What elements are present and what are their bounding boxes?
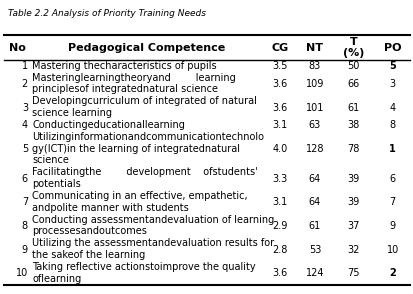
Text: Communicating in an effective, empathetic,
andpolite manner with students: Communicating in an effective, empatheti… — [32, 191, 247, 213]
Text: Utilizinginformationandcommunicationtechnolo
gy(ICT)in the learning of integrate: Utilizinginformationandcommunicationtech… — [32, 132, 263, 166]
Text: NT: NT — [306, 43, 323, 53]
Text: No: No — [9, 43, 26, 53]
Text: 109: 109 — [305, 79, 323, 89]
Text: 3.6: 3.6 — [272, 103, 287, 113]
Text: 3.1: 3.1 — [272, 121, 287, 131]
Text: 64: 64 — [308, 173, 320, 183]
Text: 83: 83 — [308, 61, 320, 71]
Text: Masteringlearningtheoryand        learning
principlesof integratednatural scienc: Masteringlearningtheoryand learning prin… — [32, 73, 235, 94]
Text: 128: 128 — [305, 144, 323, 154]
Text: Facilitatingthe        development    ofstudents'
potentials: Facilitatingthe development ofstudents' … — [32, 167, 257, 189]
Text: 5: 5 — [388, 61, 395, 71]
Text: 124: 124 — [305, 268, 323, 278]
Text: 3.5: 3.5 — [272, 61, 287, 71]
Text: Mastering thecharacteristics of pupils: Mastering thecharacteristics of pupils — [32, 61, 216, 71]
Text: 75: 75 — [347, 268, 359, 278]
Text: 4: 4 — [389, 103, 395, 113]
Text: Table 2.2 Analysis of Priority Training Needs: Table 2.2 Analysis of Priority Training … — [8, 9, 206, 18]
Text: 50: 50 — [347, 61, 359, 71]
Text: 3.3: 3.3 — [272, 173, 287, 183]
Text: 61: 61 — [347, 103, 359, 113]
Text: 8: 8 — [22, 221, 28, 231]
Text: Taking reflective actionstoimprove the quality
oflearning: Taking reflective actionstoimprove the q… — [32, 262, 255, 284]
Text: 2: 2 — [21, 79, 28, 89]
Text: T
(%): T (%) — [342, 37, 363, 58]
Text: 8: 8 — [389, 121, 395, 131]
Text: 53: 53 — [308, 245, 320, 255]
Text: 4.0: 4.0 — [272, 144, 287, 154]
Text: 1: 1 — [388, 144, 395, 154]
Text: 2.8: 2.8 — [272, 245, 287, 255]
Text: 3.1: 3.1 — [272, 197, 287, 207]
Text: 3.6: 3.6 — [272, 268, 287, 278]
Text: 9: 9 — [22, 245, 28, 255]
Text: 78: 78 — [347, 144, 359, 154]
Text: 39: 39 — [347, 197, 359, 207]
Text: 66: 66 — [347, 79, 359, 89]
Text: 38: 38 — [347, 121, 359, 131]
Text: CG: CG — [271, 43, 288, 53]
Text: 7: 7 — [389, 197, 395, 207]
Text: 63: 63 — [308, 121, 320, 131]
Text: 32: 32 — [347, 245, 359, 255]
Text: 9: 9 — [389, 221, 395, 231]
Text: 10: 10 — [386, 245, 398, 255]
Text: 2.9: 2.9 — [272, 221, 287, 231]
Text: 3.6: 3.6 — [272, 79, 287, 89]
Text: Conducting assessmentandevaluation of learning
processesandoutcomes: Conducting assessmentandevaluation of le… — [32, 215, 274, 236]
Text: Conductingeducationallearning: Conductingeducationallearning — [32, 121, 185, 131]
Text: Pedagogical Competence: Pedagogical Competence — [68, 43, 225, 53]
Text: 3: 3 — [22, 103, 28, 113]
Text: 37: 37 — [347, 221, 359, 231]
Text: 1: 1 — [22, 61, 28, 71]
Text: 3: 3 — [389, 79, 395, 89]
Text: 4: 4 — [22, 121, 28, 131]
Text: 64: 64 — [308, 197, 320, 207]
Text: 6: 6 — [22, 173, 28, 183]
Text: Utilizing the assessmentandevaluation results for
the sakeof the learning: Utilizing the assessmentandevaluation re… — [32, 238, 273, 260]
Text: Developingcurriculum of integrated of natural
science learning: Developingcurriculum of integrated of na… — [32, 96, 256, 118]
Text: 39: 39 — [347, 173, 359, 183]
Text: 10: 10 — [16, 268, 28, 278]
Text: 101: 101 — [305, 103, 323, 113]
Text: PO: PO — [383, 43, 400, 53]
Text: 61: 61 — [308, 221, 320, 231]
Text: 5: 5 — [21, 144, 28, 154]
Text: 7: 7 — [21, 197, 28, 207]
Text: 2: 2 — [388, 268, 395, 278]
Text: 6: 6 — [389, 173, 395, 183]
